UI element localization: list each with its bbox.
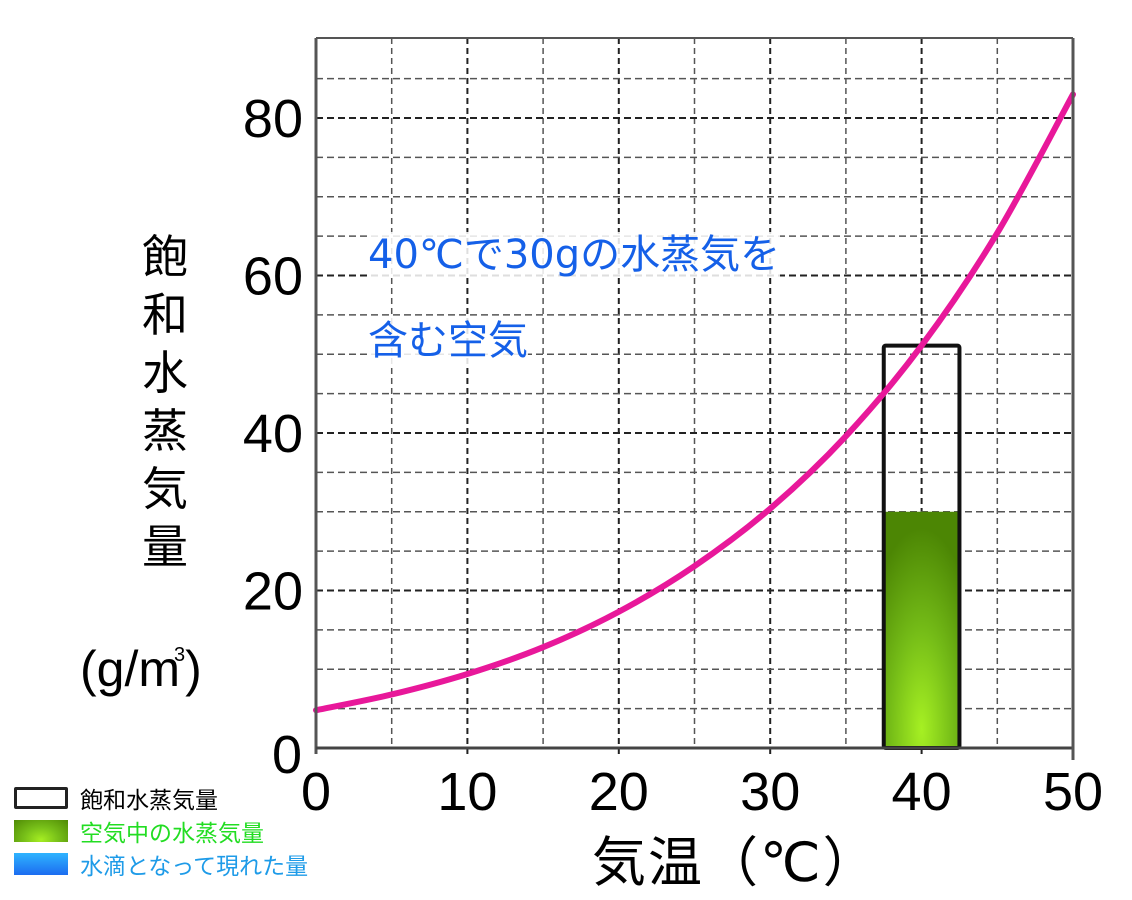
x-axis-label: 気温（℃） [592,831,879,894]
x-tick-label: 0 [301,762,331,822]
annotation-text: 含む空気 [368,318,528,364]
x-tick-label: 50 [1043,762,1103,822]
y-unit-close: ) [185,641,202,697]
annotation-line-1: 40℃で30gの水蒸気を [368,222,781,280]
y-label-char: 蒸 [142,404,188,458]
y-label-char: 量 [142,520,188,574]
x-tick-label: 20 [589,762,649,822]
blue-swatch-icon [14,852,68,875]
vapor-bar [881,343,962,750]
y-unit-superscript: 3 [174,644,186,666]
y-tick-label: 80 [243,89,303,149]
legend-item-saturation: 飽和水蒸気量 [14,781,308,814]
y-label-char: 気 [142,462,188,516]
x-axis-ticks: 0 10 20 30 40 50 [301,762,1103,822]
y-label-char: 和 [142,288,188,342]
annotation-line-2: 含む空気 [368,308,528,366]
annotation-text: 40℃で30gの水蒸気を [368,232,781,278]
x-tick-label: 30 [740,762,800,822]
y-label-char: 水 [142,346,188,400]
legend-label: 空気中の水蒸気量 [80,820,264,847]
legend-item-droplets: 水滴となって現れた量 [14,847,308,880]
y-axis-ticks: 0 20 40 60 80 [243,89,303,785]
outline-swatch-icon [14,786,68,809]
y-unit-text: (g/m [80,641,180,697]
green-swatch-icon [14,819,68,842]
vapor-fill [883,511,960,748]
y-tick-label: 40 [243,404,303,464]
y-tick-label: 0 [272,725,302,785]
legend-label: 飽和水蒸気量 [80,787,218,814]
x-tick-label: 10 [437,762,497,822]
y-axis-unit: (g/m3) [80,640,202,698]
legend: 飽和水蒸気量 空気中の水蒸気量 水滴となって現れた量 [14,781,308,880]
y-label-char: 飽 [142,230,188,284]
y-tick-label: 60 [243,247,303,307]
y-axis-label: 飽 和 水 蒸 気 量 [130,228,200,576]
plot-frame [314,37,1075,760]
legend-item-air-vapor: 空気中の水蒸気量 [14,814,308,847]
x-tick-label: 40 [892,762,952,822]
saturation-curve [313,91,1076,714]
legend-label: 水滴となって現れた量 [80,853,309,880]
y-tick-label: 20 [243,562,303,622]
